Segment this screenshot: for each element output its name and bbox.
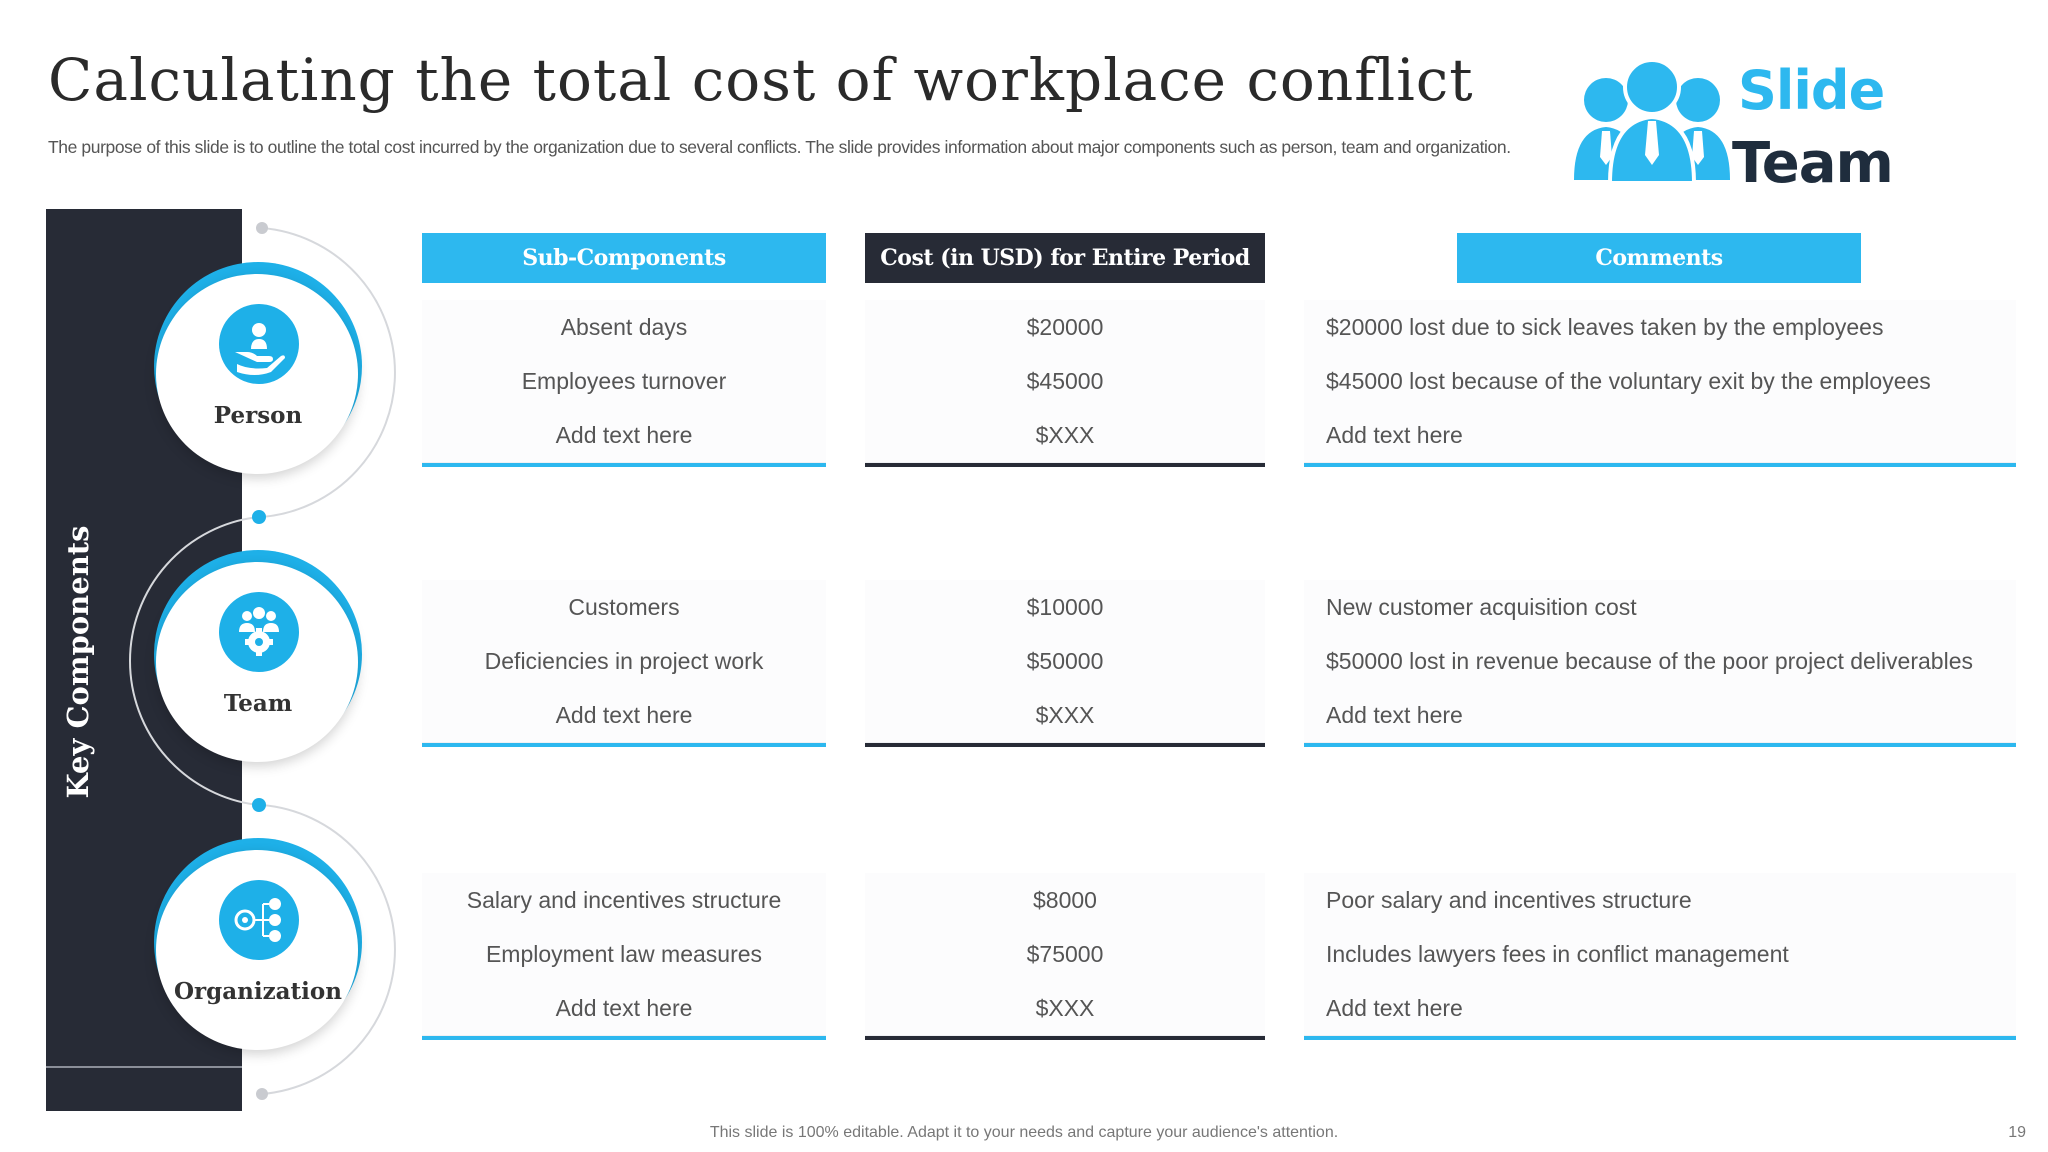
table-cell-sub: Deficiencies in project work [422, 634, 826, 688]
table-cell-comment: $45000 lost because of the voluntary exi… [1304, 354, 2016, 408]
org-structure-icon [219, 880, 299, 960]
row-underline [865, 1036, 1265, 1040]
person-rows: Absent days $20000 $20000 lost due to si… [0, 300, 2048, 480]
table-cell-comment: Includes lawyers fees in conflict manage… [1304, 927, 2016, 981]
table-cell-sub[interactable]: Add text here [422, 688, 826, 742]
row-underline [422, 743, 826, 747]
organization-node: Organization [154, 838, 362, 1050]
row-underline [1304, 743, 2016, 747]
table-cell-cost: $8000 [865, 873, 1265, 927]
table-cell-sub: Employment law measures [422, 927, 826, 981]
table-cell-sub: Absent days [422, 300, 826, 354]
table-cell-comment: New customer acquisition cost [1304, 580, 2016, 634]
table-cell-comment[interactable]: Add text here [1304, 981, 2016, 1035]
table-cell-cost[interactable]: $XXX [865, 688, 1265, 742]
page-number: 19 [2008, 1124, 2026, 1141]
header-cost: Cost (in USD) for Entire Period [865, 233, 1265, 283]
table-cell-sub[interactable]: Add text here [422, 981, 826, 1035]
header-comments: Comments [1457, 233, 1861, 283]
person-node: Person [154, 262, 362, 474]
table-cell-cost[interactable]: $XXX [865, 408, 1265, 462]
table-cell-sub[interactable]: Add text here [422, 408, 826, 462]
hand-person-icon [219, 304, 299, 384]
table-cell-comment: Poor salary and incentives structure [1304, 873, 2016, 927]
header-sub-components: Sub-Components [422, 233, 826, 283]
table-cell-comment[interactable]: Add text here [1304, 408, 2016, 462]
logo-text-slide: Slide [1738, 59, 1885, 122]
band-divider [46, 1066, 242, 1068]
table-cell-cost[interactable]: $XXX [865, 981, 1265, 1035]
team-label: Team [223, 690, 293, 717]
slideteam-logo: Slide Team [1570, 55, 1910, 196]
page-title: Calculating the total cost of workplace … [48, 46, 1474, 114]
table-cell-cost: $20000 [865, 300, 1265, 354]
logo-text-team: Team [1732, 131, 1894, 196]
table-cell-cost: $45000 [865, 354, 1265, 408]
table-cell-comment: $20000 lost due to sick leaves taken by … [1304, 300, 2016, 354]
person-label: Person [213, 402, 303, 429]
row-underline [865, 463, 1265, 467]
team-rows: Customers $10000 New customer acquisitio… [0, 580, 2048, 760]
team-node: Team [154, 550, 362, 762]
connector-dot [252, 510, 266, 524]
table-cell-cost: $10000 [865, 580, 1265, 634]
table-cell-comment[interactable]: Add text here [1304, 688, 2016, 742]
row-underline [865, 743, 1265, 747]
team-gear-icon [219, 592, 299, 672]
row-underline [1304, 1036, 2016, 1040]
people-group-icon [1574, 58, 1730, 185]
table-cell-cost: $75000 [865, 927, 1265, 981]
footer-note: This slide is 100% editable. Adapt it to… [709, 1124, 1339, 1141]
table-cell-sub: Employees turnover [422, 354, 826, 408]
organization-label: Organization [174, 978, 342, 1005]
organization-rows: Salary and incentives structure $8000 Po… [0, 873, 2048, 1053]
row-underline [1304, 463, 2016, 467]
page-subtitle: The purpose of this slide is to outline … [48, 137, 1511, 157]
table-cell-comment: $50000 lost in revenue because of the po… [1304, 634, 2016, 688]
row-underline [422, 463, 826, 467]
table-cell-sub: Salary and incentives structure [422, 873, 826, 927]
row-underline [422, 1036, 826, 1040]
connector-dot [252, 798, 266, 812]
connector-dot [256, 1088, 268, 1100]
table-cell-cost: $50000 [865, 634, 1265, 688]
table-cell-sub: Customers [422, 580, 826, 634]
connector-dot [256, 222, 268, 234]
